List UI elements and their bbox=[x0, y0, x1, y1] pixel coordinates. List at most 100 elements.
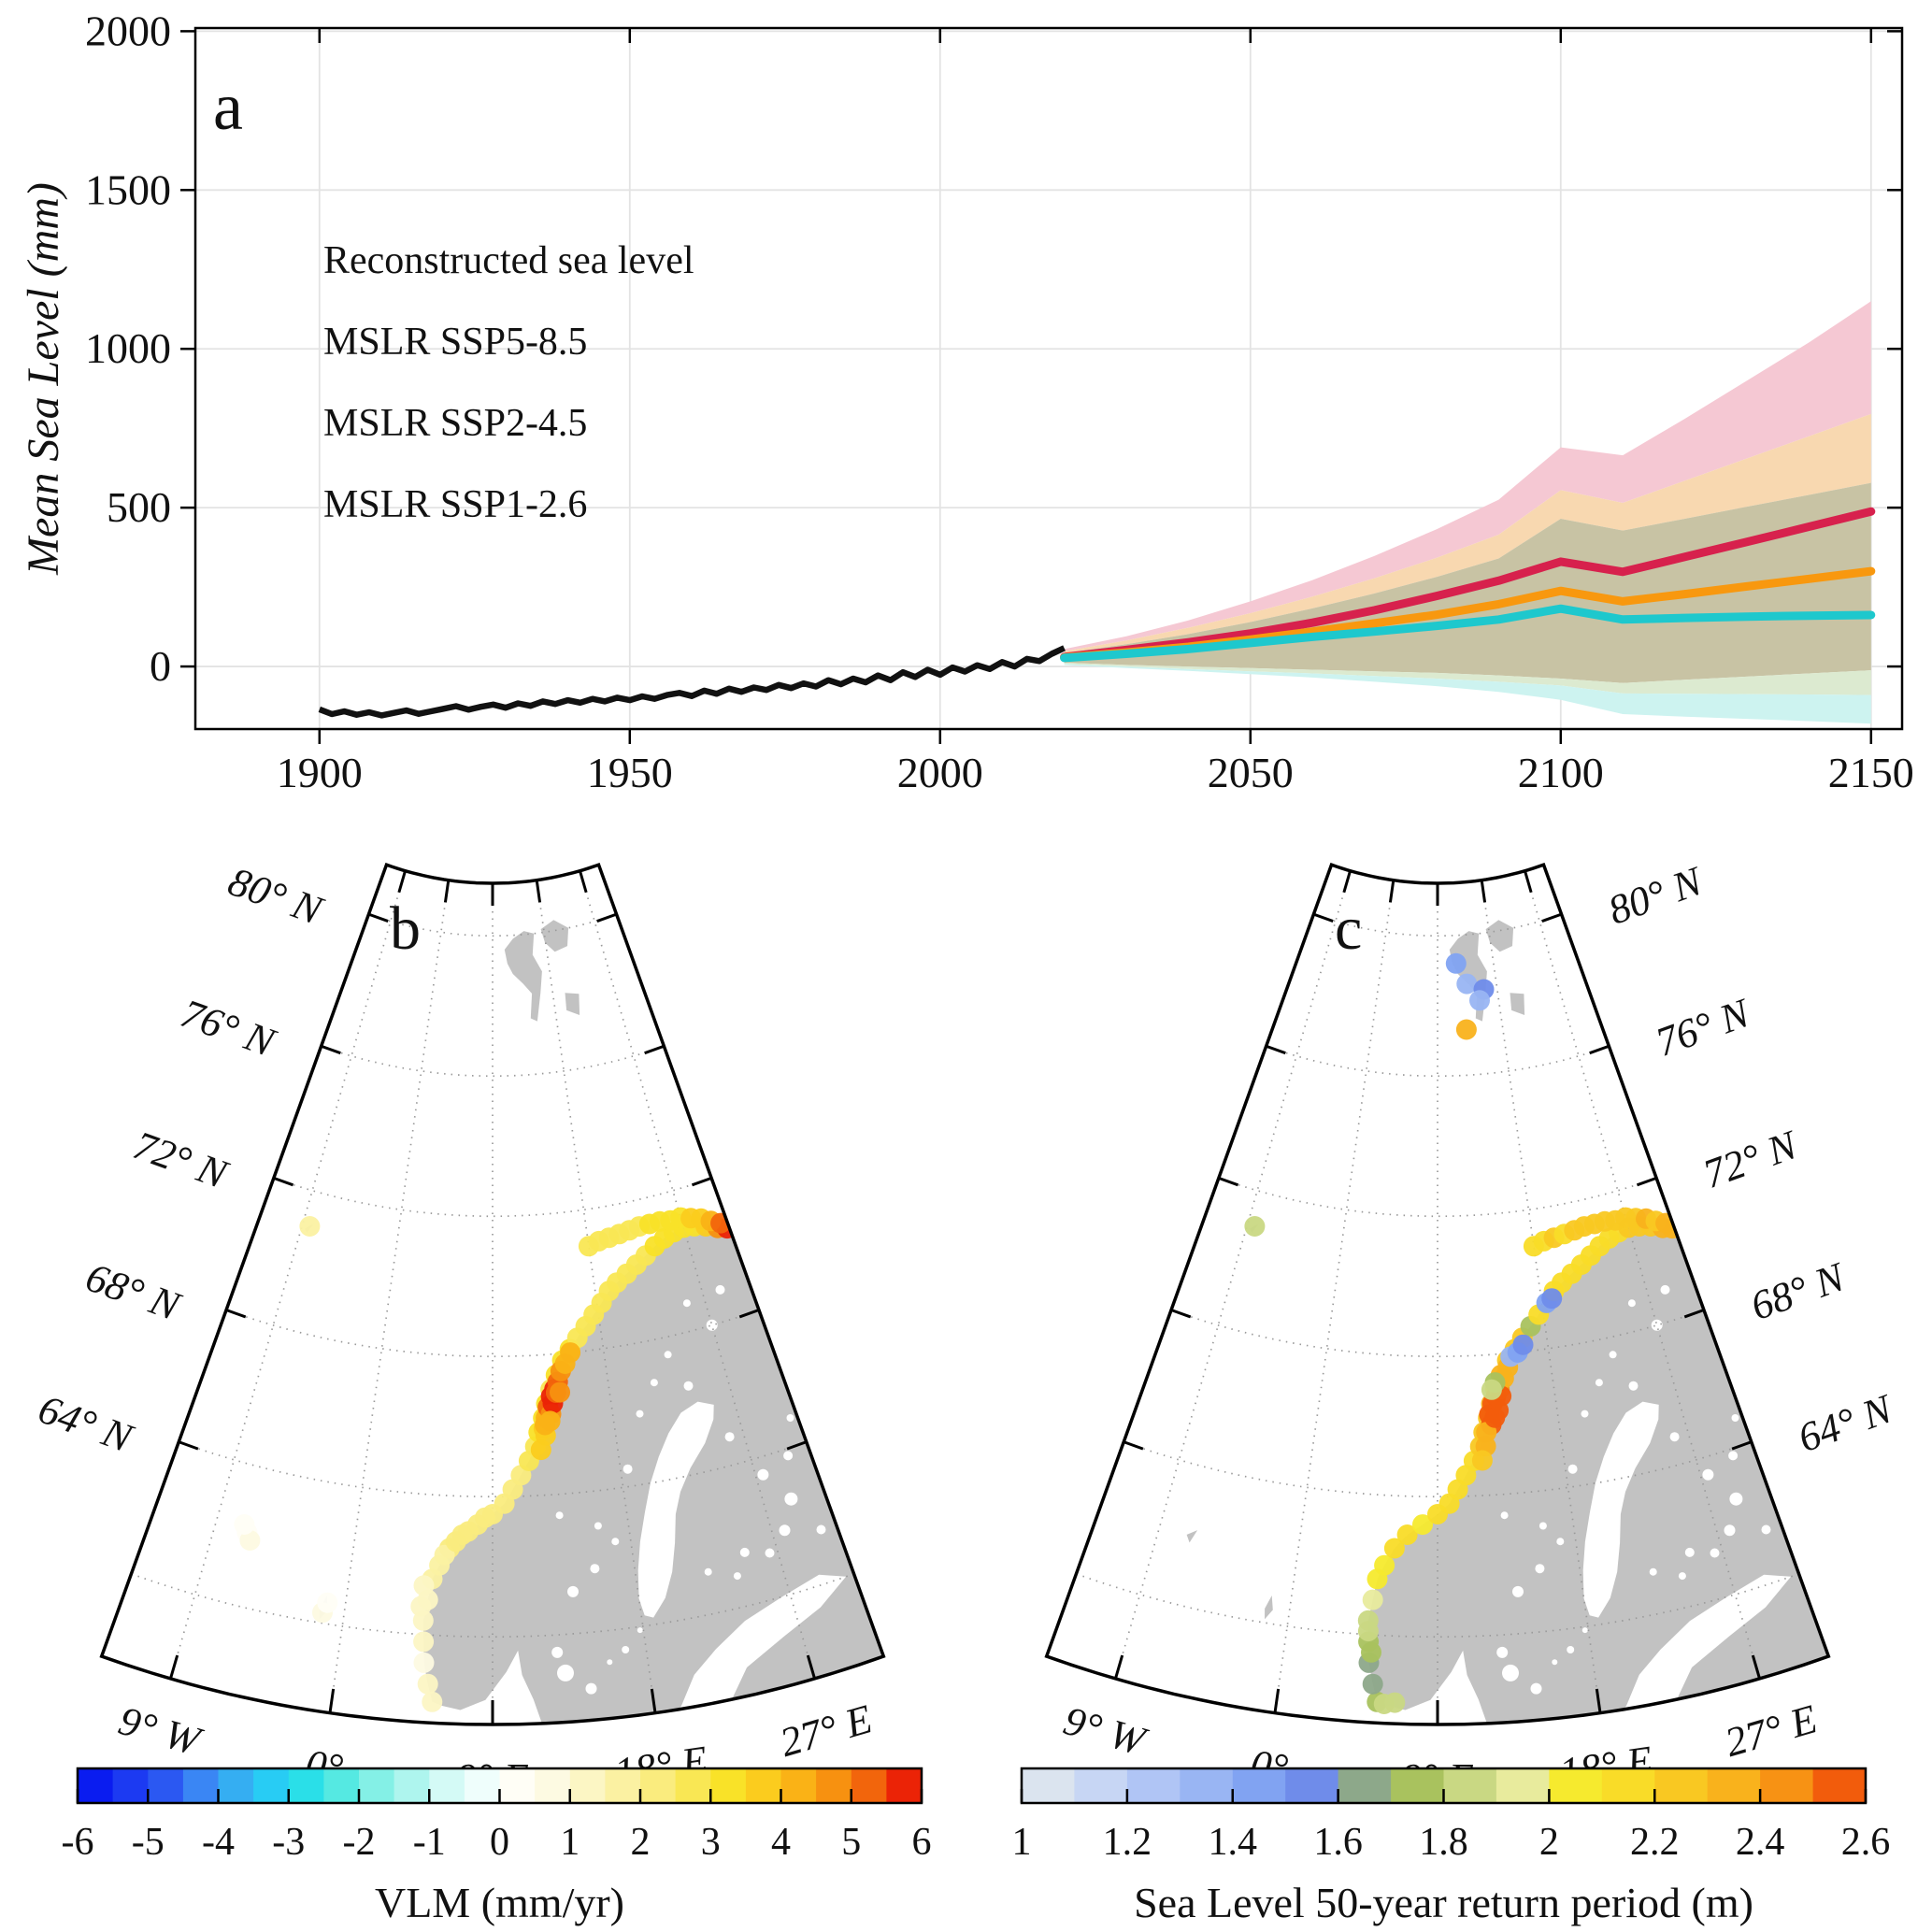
lake bbox=[590, 1564, 600, 1574]
lake bbox=[1628, 1381, 1639, 1391]
lake bbox=[1649, 1567, 1657, 1576]
lake bbox=[1609, 1351, 1617, 1359]
longitude-label: 9° W bbox=[114, 1697, 208, 1765]
lake bbox=[551, 1646, 564, 1658]
graticule-meridian bbox=[536, 880, 656, 1713]
graticule-meridian bbox=[329, 880, 450, 1713]
colorbar-segment bbox=[1285, 1768, 1339, 1803]
latitude-label: 76° N bbox=[175, 990, 282, 1066]
station-dot bbox=[550, 1381, 570, 1403]
station-dot bbox=[422, 1691, 443, 1712]
station-dot bbox=[1362, 1589, 1383, 1610]
lake bbox=[555, 1511, 564, 1520]
y-axis-label: Mean Sea Level (mm) bbox=[19, 182, 68, 576]
y-tick-label: 0 bbox=[150, 642, 171, 690]
parallel-tick bbox=[1589, 1044, 1610, 1055]
lake bbox=[1651, 1319, 1663, 1331]
colorbar-segment bbox=[745, 1768, 782, 1803]
lake bbox=[739, 1547, 750, 1557]
lake bbox=[1556, 1538, 1565, 1546]
colorbar-segment bbox=[1812, 1768, 1867, 1803]
meridian-tick-bottom bbox=[650, 1688, 657, 1713]
map-border bbox=[99, 862, 886, 1726]
colorbar-tick-label: 1.8 bbox=[1419, 1821, 1468, 1864]
latitude-label: 64° N bbox=[33, 1386, 140, 1463]
lake bbox=[820, 1467, 832, 1479]
meridian-tick-top bbox=[535, 880, 542, 903]
parallel-tick bbox=[321, 1044, 341, 1055]
graticule-parallel bbox=[1218, 1177, 1657, 1218]
lake bbox=[567, 1585, 579, 1597]
latitude-label: 72° N bbox=[127, 1122, 235, 1198]
colorbar-segment bbox=[1022, 1768, 1075, 1803]
colorbar-tick-label: -3 bbox=[272, 1821, 305, 1864]
colorbar-segment bbox=[1654, 1768, 1709, 1803]
lake bbox=[733, 1572, 741, 1581]
meridian-tick-top bbox=[1342, 870, 1352, 894]
colorbar-segment bbox=[851, 1768, 887, 1803]
lake bbox=[622, 1646, 630, 1653]
colorbar-tick-label: -1 bbox=[413, 1821, 446, 1864]
colorbar-segment bbox=[1338, 1768, 1392, 1803]
lake bbox=[1731, 1414, 1739, 1422]
colorbar-tick-label: 2 bbox=[631, 1821, 651, 1864]
lake bbox=[1715, 1280, 1725, 1290]
y-tick-label: 1000 bbox=[85, 324, 171, 372]
station-dot bbox=[1541, 1288, 1563, 1309]
station-dot bbox=[1244, 1216, 1266, 1237]
station-dot bbox=[530, 1439, 551, 1461]
colorbar-tick-label: 1.4 bbox=[1209, 1821, 1258, 1864]
station-dot bbox=[1469, 990, 1490, 1011]
colorbar-segment bbox=[640, 1768, 677, 1803]
colorbar-segment bbox=[1760, 1768, 1814, 1803]
graticule-parallel bbox=[368, 913, 617, 937]
lake bbox=[1496, 1646, 1509, 1658]
colorbar-tick-label: 2.4 bbox=[1736, 1821, 1785, 1864]
lake bbox=[1678, 1572, 1686, 1581]
land-edgeoya bbox=[1510, 993, 1525, 1015]
legend-entry: MSLR SSP2-4.5 bbox=[323, 402, 587, 445]
parallel-tick bbox=[691, 1176, 712, 1187]
colorbar-segment bbox=[1496, 1768, 1550, 1803]
graticule-meridian bbox=[1114, 870, 1352, 1680]
x-tick-label: 2050 bbox=[1208, 749, 1294, 796]
panel-label-a: a bbox=[213, 69, 243, 144]
meridian-tick-bottom bbox=[1751, 1654, 1761, 1680]
graticule-meridian bbox=[579, 870, 816, 1680]
lake bbox=[1595, 1379, 1603, 1387]
lake bbox=[594, 1522, 602, 1530]
colorbar-tick-label: -2 bbox=[343, 1821, 376, 1864]
station-dot bbox=[560, 1342, 581, 1364]
lake bbox=[1567, 1646, 1575, 1653]
lake bbox=[1724, 1524, 1736, 1537]
station-dot bbox=[1481, 1379, 1502, 1400]
land-nordaustlandet bbox=[1485, 920, 1514, 952]
lake bbox=[1702, 1468, 1714, 1481]
parallel-tick bbox=[1123, 1440, 1144, 1451]
colorbar-tick-label: 1 bbox=[560, 1821, 580, 1864]
station-dot bbox=[417, 1673, 438, 1695]
graticule-parallel bbox=[273, 1177, 712, 1218]
lake bbox=[704, 1567, 712, 1576]
lake bbox=[765, 1548, 775, 1558]
lake bbox=[783, 1451, 794, 1461]
colorbar-segment bbox=[112, 1768, 149, 1803]
meridian-tick-top bbox=[1480, 880, 1487, 903]
colorbar-segment bbox=[323, 1768, 360, 1803]
lake bbox=[1710, 1548, 1720, 1558]
lake bbox=[611, 1538, 620, 1546]
land-edgeoya bbox=[565, 993, 580, 1015]
lake bbox=[1552, 1659, 1558, 1666]
lake bbox=[1502, 1664, 1519, 1682]
meridian-tick-bottom bbox=[1273, 1688, 1281, 1713]
station-dot bbox=[475, 1507, 495, 1528]
station-dot bbox=[1455, 1019, 1477, 1040]
longitude-label: 9° W bbox=[1059, 1697, 1153, 1765]
land-nordaustlandet bbox=[540, 920, 569, 952]
parallel-tick bbox=[738, 1309, 760, 1319]
colorbar-segment bbox=[569, 1768, 606, 1803]
projection-line bbox=[1060, 604, 1876, 663]
map-contents bbox=[131, 870, 884, 1724]
lake bbox=[664, 1351, 672, 1359]
axes-box bbox=[193, 26, 1904, 731]
